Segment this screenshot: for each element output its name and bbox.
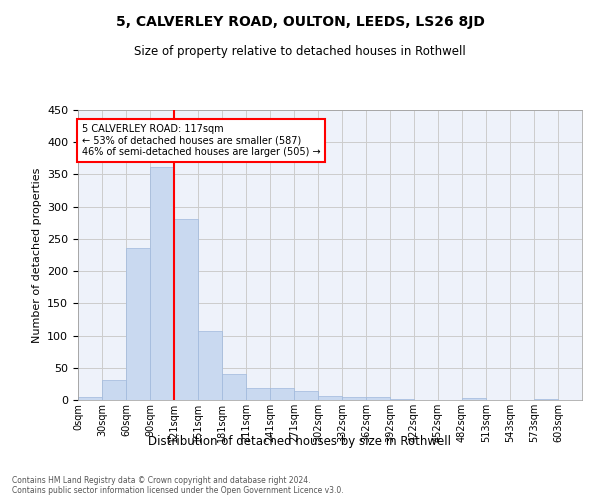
Text: Contains HM Land Registry data © Crown copyright and database right 2024.
Contai: Contains HM Land Registry data © Crown c… <box>12 476 344 495</box>
Bar <box>174 219 198 400</box>
Bar <box>102 380 126 400</box>
Bar <box>246 388 270 400</box>
Bar <box>318 396 342 400</box>
Bar <box>270 388 294 400</box>
Bar <box>150 166 174 400</box>
Text: Size of property relative to detached houses in Rothwell: Size of property relative to detached ho… <box>134 45 466 58</box>
Bar <box>198 331 222 400</box>
Bar <box>222 374 246 400</box>
Bar <box>342 397 366 400</box>
Bar <box>126 248 150 400</box>
Bar <box>462 398 486 400</box>
Y-axis label: Number of detached properties: Number of detached properties <box>32 168 41 342</box>
Bar <box>366 397 390 400</box>
Text: 5 CALVERLEY ROAD: 117sqm
← 53% of detached houses are smaller (587)
46% of semi-: 5 CALVERLEY ROAD: 117sqm ← 53% of detach… <box>82 124 320 158</box>
Bar <box>294 391 318 400</box>
Text: Distribution of detached houses by size in Rothwell: Distribution of detached houses by size … <box>149 435 452 448</box>
Text: 5, CALVERLEY ROAD, OULTON, LEEDS, LS26 8JD: 5, CALVERLEY ROAD, OULTON, LEEDS, LS26 8… <box>116 15 484 29</box>
Bar <box>78 398 102 400</box>
